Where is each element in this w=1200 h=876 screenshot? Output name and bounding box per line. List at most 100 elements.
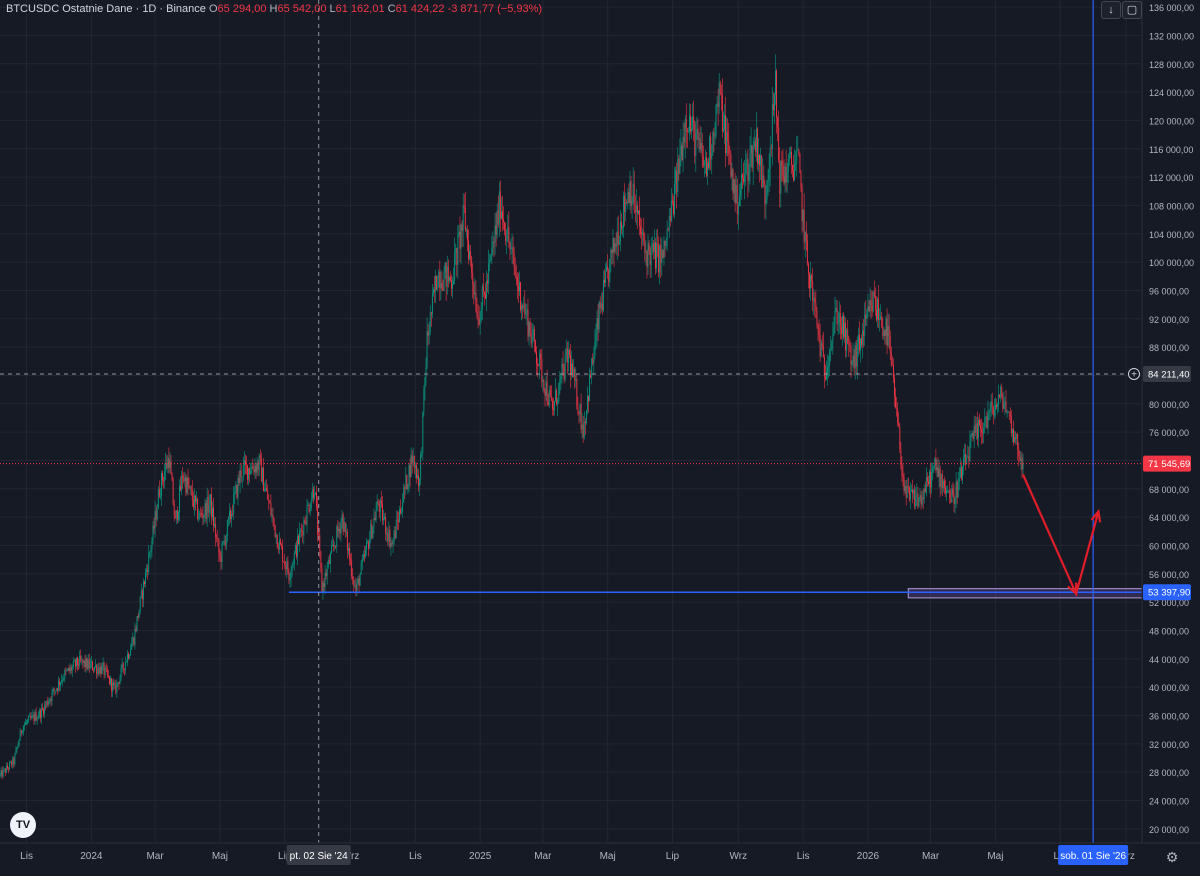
candle-up <box>738 206 739 214</box>
candle-down <box>166 463 167 468</box>
candle-up <box>358 578 359 582</box>
gear-icon[interactable]: ⚙ <box>1164 849 1180 865</box>
candle-up <box>661 250 662 263</box>
candle-up <box>617 232 618 247</box>
candle-down <box>912 490 913 494</box>
candle-up <box>121 667 122 677</box>
candle-down <box>590 374 591 377</box>
candle-up <box>149 552 150 553</box>
candle-up <box>205 503 206 515</box>
candle-down <box>252 466 253 468</box>
candle-down <box>735 180 736 204</box>
time-tick-label: Mar <box>922 851 940 862</box>
candle-up <box>199 513 200 518</box>
candle-up <box>736 185 737 204</box>
candle-down <box>710 137 711 160</box>
candle-up <box>264 490 265 491</box>
candle-down <box>807 240 808 263</box>
candle-up <box>1014 438 1015 443</box>
candle-up <box>64 670 65 678</box>
candle-down <box>815 303 816 311</box>
candle-down <box>798 150 799 154</box>
candle-down <box>658 244 659 272</box>
candle-up <box>37 718 38 721</box>
candle-down <box>382 504 383 521</box>
candle-up <box>60 683 61 686</box>
candle-up <box>971 435 972 442</box>
candle-up <box>112 683 113 691</box>
candle-up <box>344 522 345 532</box>
candle-up <box>654 242 655 252</box>
candle-up <box>461 225 462 249</box>
candle-up <box>860 338 861 350</box>
tradingview-logo-icon[interactable]: TV <box>10 812 36 838</box>
candle-down <box>678 159 679 174</box>
candle-up <box>714 136 715 137</box>
candle-up <box>244 461 245 466</box>
candle-down <box>840 313 841 327</box>
candle-up <box>380 500 381 512</box>
candle-down <box>371 524 372 538</box>
time-tick-label: 2025 <box>469 851 492 862</box>
candle-down <box>743 178 744 183</box>
candle-down <box>981 429 982 432</box>
candle-down <box>890 336 891 352</box>
candle-up <box>433 290 434 294</box>
candle-up <box>228 517 229 520</box>
candle-up <box>327 567 328 576</box>
candle-up <box>565 355 566 379</box>
symbol-legend[interactable]: BTCUSDC Ostatnie Dane · 1D · Binance O65… <box>6 3 542 15</box>
candle-up <box>532 336 533 343</box>
candle-up <box>758 155 759 164</box>
candle-up <box>1 770 2 774</box>
candle-up <box>951 489 952 503</box>
candle-down <box>247 465 248 480</box>
candle-up <box>130 650 131 656</box>
candle-up <box>22 732 23 734</box>
candle-down <box>404 487 405 489</box>
candle-down <box>721 93 722 94</box>
candle-up <box>338 529 339 532</box>
candle-up <box>750 153 751 172</box>
candle-up <box>571 364 572 376</box>
candle-down <box>697 129 698 140</box>
symbol-title[interactable]: BTCUSDC Ostatnie Dane · 1D · Binance <box>6 3 206 15</box>
candle-down <box>930 472 931 488</box>
candle-up <box>231 514 232 519</box>
candle-up <box>365 550 366 557</box>
candle-down <box>287 561 288 572</box>
candle-up <box>447 266 448 287</box>
candle-up <box>958 481 959 497</box>
candle-up <box>384 517 385 519</box>
candle-up <box>372 527 373 539</box>
time-tick-label: Lis <box>409 851 422 862</box>
candle-down <box>923 498 924 500</box>
candle-down <box>8 768 9 769</box>
candle-down <box>504 222 505 230</box>
candle-down <box>156 511 157 520</box>
time-tick-label: Lis <box>797 851 810 862</box>
candle-down <box>260 455 261 458</box>
candle-up <box>311 500 312 508</box>
camera-icon[interactable]: ▢ <box>1122 1 1142 19</box>
candle-up <box>214 524 215 526</box>
candle-down <box>961 467 962 479</box>
candle-up <box>27 720 28 722</box>
candle-up <box>620 222 621 242</box>
candle-up <box>597 318 598 334</box>
arrow-down-icon[interactable]: ↓ <box>1101 1 1121 19</box>
candle-up <box>862 330 863 345</box>
candle-down <box>107 669 108 675</box>
candle-up <box>913 490 914 493</box>
candle-down <box>485 294 486 298</box>
candle-up <box>691 129 692 132</box>
candle-down <box>925 488 926 492</box>
candle-down <box>364 554 365 557</box>
candle-up <box>259 455 260 469</box>
candle-up <box>731 169 732 176</box>
candle-up <box>994 410 995 415</box>
candle-down <box>109 676 110 684</box>
candle-up <box>194 495 195 507</box>
